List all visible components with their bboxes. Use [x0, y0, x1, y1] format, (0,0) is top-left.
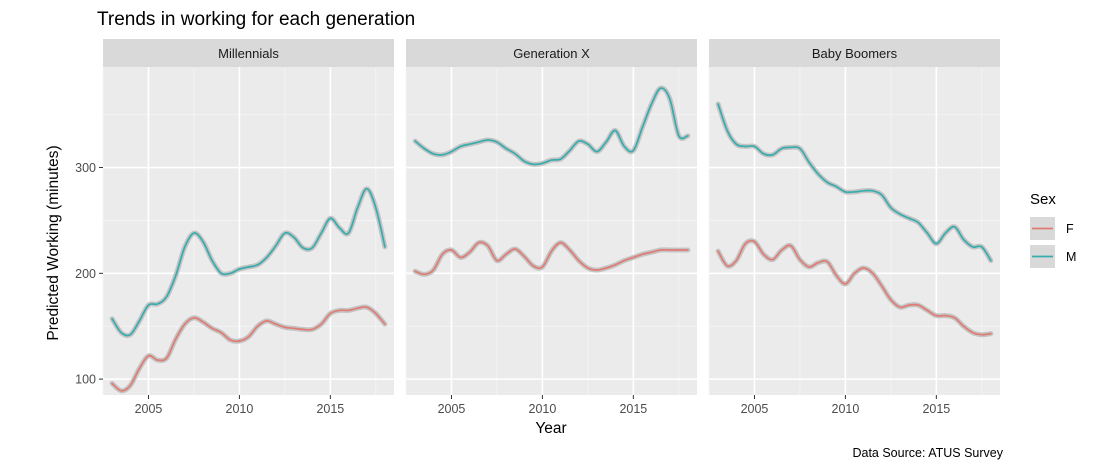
- series-M: [412, 85, 691, 167]
- y-axis-title: Predicted Working (minutes): [45, 145, 62, 340]
- series-F: [412, 239, 691, 277]
- facet-panels: Millennials 2005 2010 2015 Generation X 2005 2…: [102, 39, 1000, 416]
- caption: Data Source: ATUS Survey: [852, 446, 1003, 460]
- y-axis: 100 200 300: [75, 161, 103, 387]
- legend-label-F: F: [1066, 222, 1074, 236]
- y-tick-label: 300: [75, 161, 96, 175]
- facet-strip: [103, 39, 394, 67]
- facet-panel-generation-x: Generation X 2005 2010 2015: [405, 39, 697, 416]
- series-line-F: [111, 306, 386, 392]
- x-tick-label: 2015: [619, 402, 647, 416]
- x-tick-label: 2005: [741, 402, 769, 416]
- panel-background: [406, 67, 697, 395]
- y-tick-label: 100: [75, 373, 96, 387]
- x-tick-label: 2015: [922, 402, 950, 416]
- facet-strip-label: Baby Boomers: [812, 46, 898, 61]
- x-tick-label: 2010: [832, 402, 860, 416]
- facet-strip: [406, 39, 697, 67]
- series-F: [109, 304, 388, 394]
- series-line-F: [717, 239, 992, 336]
- chart-title: Trends in working for each generation: [97, 9, 415, 30]
- facet-strip: [709, 39, 1000, 67]
- series-line-M: [111, 187, 386, 337]
- x-tick-label: 2015: [316, 402, 344, 416]
- facet-panel-baby-boomers: Baby Boomers 2005 2010 2015: [708, 39, 1000, 416]
- x-tick-label: 2005: [438, 402, 466, 416]
- facet-panel-millennials: Millennials 2005 2010 2015: [102, 39, 394, 416]
- x-tick-label: 2005: [135, 402, 163, 416]
- x-tick-label: 2010: [529, 402, 557, 416]
- y-tick-label: 200: [75, 267, 96, 281]
- series-line-F: [414, 241, 689, 276]
- legend: Sex FM: [1030, 191, 1076, 268]
- series-M: [715, 101, 994, 264]
- facet-strip-label: Generation X: [513, 46, 590, 61]
- series-line-M: [414, 87, 689, 166]
- panel-background: [709, 67, 1000, 395]
- series-M: [109, 186, 388, 339]
- x-axis-title: Year: [535, 420, 566, 437]
- series-line-M: [717, 103, 992, 262]
- x-tick-label: 2010: [226, 402, 254, 416]
- legend-title: Sex: [1030, 191, 1056, 208]
- series-F: [715, 238, 994, 338]
- facet-strip-label: Millennials: [218, 46, 279, 61]
- legend-label-M: M: [1066, 250, 1076, 264]
